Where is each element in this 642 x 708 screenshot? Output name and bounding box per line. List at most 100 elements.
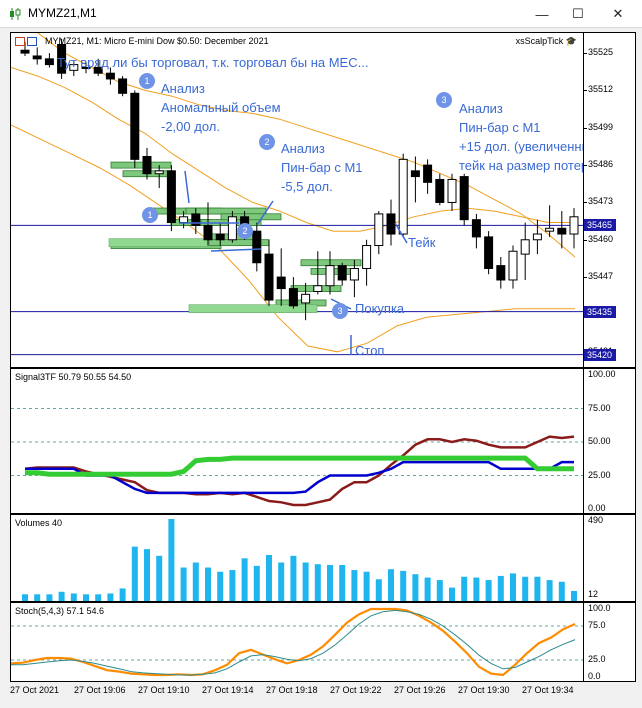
bull-candle (398, 158, 408, 235)
indicator-name[interactable]: xsScalpTick 🎓 (515, 36, 577, 46)
analysis3-line4: тейк на размер потерь) (459, 158, 583, 173)
bear-candle (410, 170, 420, 178)
window-titlebar: MYMZ21,M1 — ☐ ✕ (0, 0, 642, 28)
bear-candle (471, 219, 481, 238)
price-scale[interactable]: 3552535512354993548635473354603544735434… (584, 32, 636, 368)
volume-bar (461, 576, 468, 601)
time-label: 27 Oct 19:10 (138, 685, 190, 695)
volume-bar (351, 570, 358, 601)
volume-pane[interactable]: Volumes 40 (10, 514, 584, 602)
volume-bar (363, 571, 370, 601)
stoch-line-signal (11, 609, 576, 676)
analysis1-arrow (184, 170, 190, 204)
bull-candle (508, 250, 518, 281)
volume-bar (217, 571, 224, 601)
volume-bar (388, 569, 394, 601)
volume-bar (302, 562, 309, 601)
close-icon: ✕ (612, 6, 624, 21)
signal-tick-label: 75.00 (588, 402, 611, 413)
volume-bar (558, 581, 565, 601)
volume-bar (58, 591, 65, 601)
price-level-tag: 35465 (584, 219, 616, 232)
volume-profile-box (185, 207, 267, 215)
signal-tick-label: 0.00 (588, 503, 606, 513)
analysis2-line2: Пин-бар с М1 (281, 160, 363, 175)
volume-profile-box (110, 161, 172, 169)
bear-candle (105, 72, 115, 80)
volume-bar (144, 549, 150, 601)
price-level-tag: 35420 (584, 348, 616, 361)
bull-candle (532, 233, 542, 241)
bear-candle (288, 288, 298, 307)
signal-label: Signal3TF 50.79 50.55 54.50 (15, 372, 132, 382)
price-tick-mark (584, 202, 587, 204)
volume-bar (449, 587, 455, 601)
stoch-chart (11, 607, 583, 677)
time-label: 27 Oct 2021 (10, 685, 60, 695)
stoch-tick-label: 75.0 (588, 620, 606, 630)
label-buy: Покупка (355, 301, 405, 316)
volume-bar (180, 567, 187, 601)
calendar-icon (27, 37, 37, 47)
volume-bar (534, 576, 541, 601)
volume-bar (522, 576, 529, 601)
label-take: Тейк (408, 235, 436, 250)
volume-bar (339, 565, 346, 601)
volume-bar (571, 590, 577, 601)
price-level-tag: 35435 (584, 305, 616, 318)
bear-candle (386, 213, 396, 235)
bull-candle (154, 170, 164, 175)
volume-bar (290, 555, 297, 601)
analysis3-line1: Анализ (459, 101, 503, 116)
price-tick-mark (584, 277, 587, 279)
bear-candle (57, 43, 67, 74)
volume-tick-label: 12 (588, 589, 599, 599)
chart-area: MYMZ21, M1: Micro E-mini Dow $0.50: Dece… (0, 28, 642, 708)
time-label: 27 Oct 19:30 (458, 685, 510, 695)
bear-candle (93, 66, 103, 74)
window-title: MYMZ21,M1 (28, 6, 97, 20)
bear-candle (484, 236, 494, 269)
bear-candle (32, 55, 42, 60)
marker2-badge: 2 (237, 223, 253, 239)
minimize-button[interactable]: — (524, 0, 560, 28)
signal-line-green (25, 455, 574, 477)
stoch-pane[interactable]: Stoch(5,4,3) 57.1 54.6 (10, 602, 584, 682)
bull-candle (81, 66, 91, 69)
close-button[interactable]: ✕ (600, 0, 636, 28)
candlestick-chart-icon (10, 8, 21, 20)
bear-candle (142, 155, 152, 175)
template-icon (15, 37, 25, 47)
price-tick-mark (584, 127, 587, 129)
volume-profile-band (108, 238, 210, 247)
price-tick-label: 35512 (588, 84, 614, 95)
bear-candle (118, 78, 128, 94)
stoch-tick-label: 100.0 (588, 603, 611, 613)
signal-tick-label: 50.00 (588, 436, 611, 446)
bull-candle (520, 239, 530, 255)
volume-bar (436, 580, 443, 601)
bear-candle (252, 230, 262, 264)
analysis3-badge: 3 (436, 92, 452, 108)
bear-candle (459, 176, 469, 221)
volume-bar (278, 562, 285, 601)
signal-pane[interactable]: Signal3TF 50.79 50.55 54.50 (10, 368, 584, 514)
stoch-label: Stoch(5,4,3) 57.1 54.6 (15, 606, 105, 616)
time-label: 27 Oct 19:34 (522, 685, 574, 695)
signal-line-red (24, 435, 575, 507)
bull-candle (447, 178, 457, 203)
volume-bar (473, 577, 480, 601)
bull-candle (227, 216, 237, 241)
bull-candle (313, 285, 323, 292)
bull-candle (179, 216, 189, 224)
signal-line-blue (25, 460, 574, 495)
price-pane[interactable]: MYMZ21, M1: Micro E-mini Dow $0.50: Dece… (10, 32, 584, 368)
volume-label: Volumes 40 (15, 518, 63, 528)
price-tick-label: 35486 (588, 159, 614, 170)
stoch-tick-label: 0.0 (588, 671, 601, 681)
volume-bar (314, 564, 321, 601)
bear-candle (423, 164, 433, 183)
bear-candle (264, 253, 274, 301)
volume-bar (229, 570, 236, 601)
maximize-button[interactable]: ☐ (560, 0, 596, 28)
